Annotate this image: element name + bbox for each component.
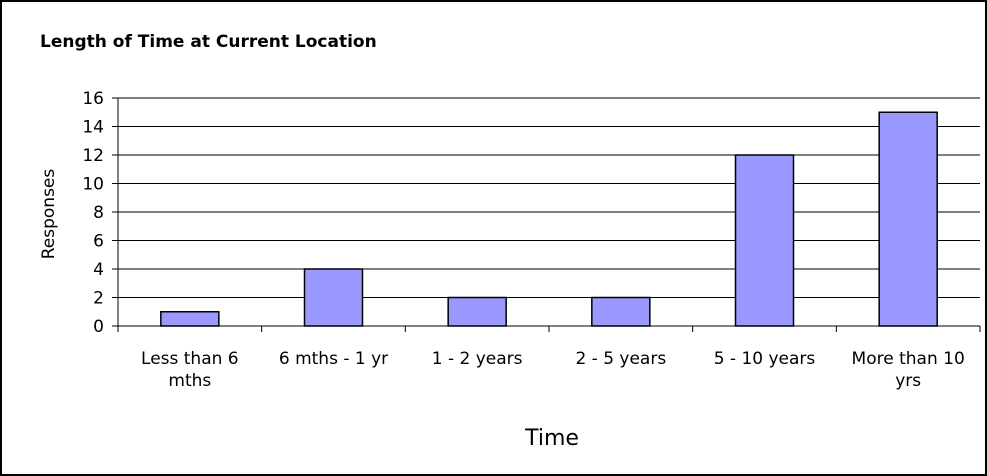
x-tick-label: 1 - 2 years [431, 349, 523, 369]
y-tick-label: 4 [93, 260, 104, 280]
bar [160, 311, 220, 327]
x-tick-label: 5 - 10 years [713, 349, 816, 369]
chart-title: Length of Time at Current Location [40, 32, 377, 52]
y-tick-label: 2 [93, 289, 104, 309]
y-tick-label: 14 [82, 118, 104, 138]
y-tick-label: 10 [82, 175, 104, 195]
x-tick-label: 6 mths - 1 yr [278, 349, 389, 369]
bar [447, 296, 507, 327]
bar [303, 268, 364, 327]
bar [734, 154, 795, 327]
y-tick-label: 16 [82, 89, 104, 109]
y-axis-title: Responses [39, 169, 59, 260]
y-tick-label: 6 [93, 232, 104, 252]
y-tick-label: 8 [93, 203, 104, 223]
y-tick-label: 0 [93, 317, 104, 337]
x-tick-label: More than 10 yrs [851, 349, 965, 391]
x-tick-label: 2 - 5 years [575, 349, 667, 369]
x-axis-title: Time [525, 426, 579, 451]
y-tick-label: 12 [82, 146, 104, 166]
bar [591, 296, 651, 327]
x-tick-label: Less than 6 mths [141, 349, 239, 391]
bar [878, 111, 938, 327]
